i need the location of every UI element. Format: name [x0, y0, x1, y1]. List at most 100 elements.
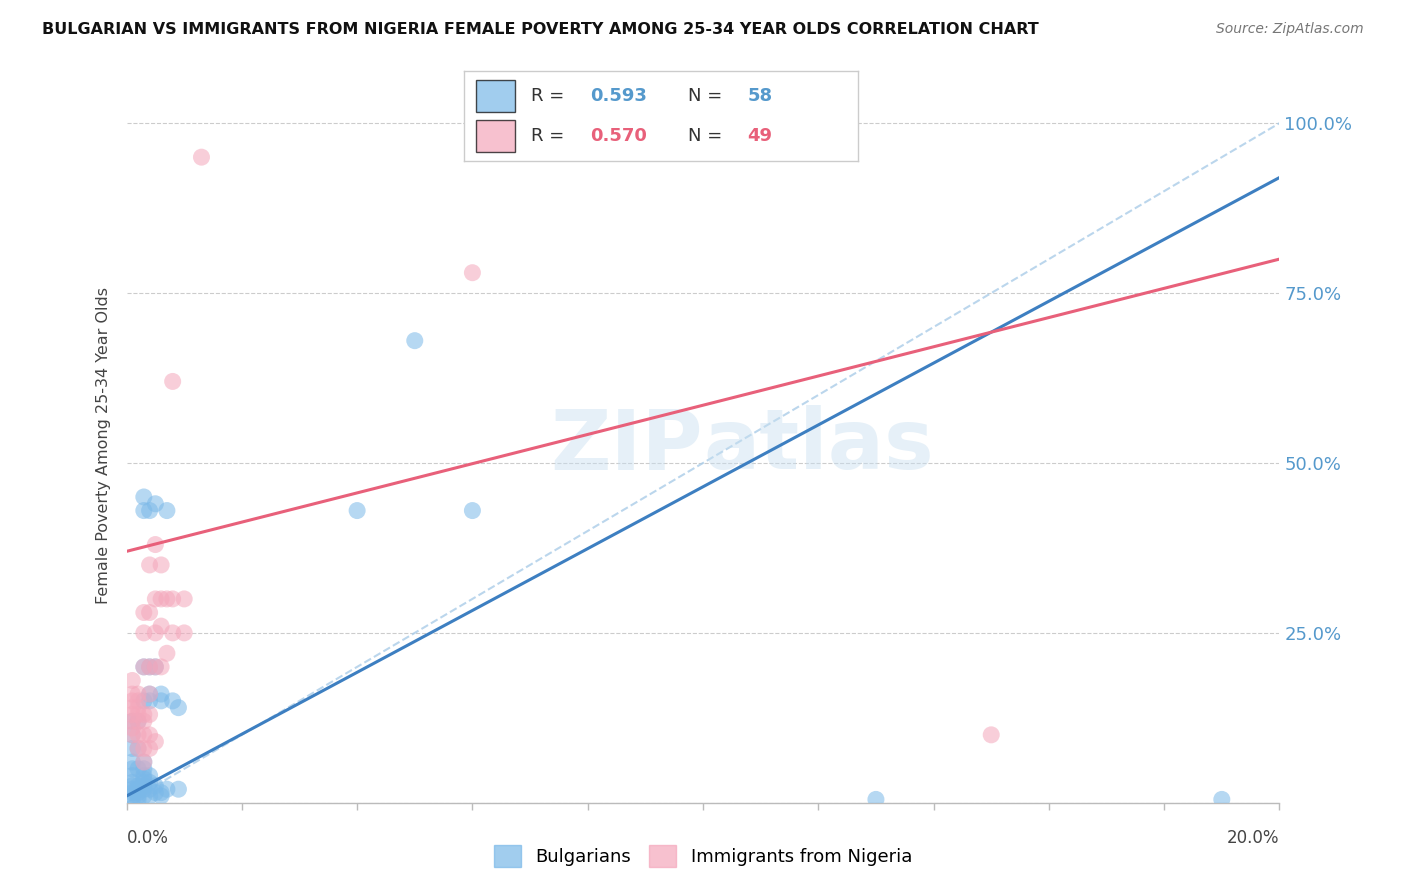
Point — [121, 714, 143, 729]
Point — [167, 782, 190, 797]
Point — [162, 375, 184, 389]
Point — [132, 660, 155, 674]
Point — [156, 591, 179, 606]
Point — [121, 687, 143, 701]
Point — [127, 741, 149, 756]
Point — [121, 707, 143, 722]
Point — [138, 741, 160, 756]
Point — [150, 786, 173, 800]
Point — [138, 558, 160, 572]
Point — [138, 694, 160, 708]
Point — [121, 728, 143, 742]
Point — [145, 537, 166, 551]
Point — [121, 694, 143, 708]
Point — [127, 792, 149, 806]
Point — [132, 755, 155, 769]
Point — [127, 779, 149, 793]
Point — [121, 741, 143, 756]
Text: N =: N = — [689, 87, 728, 105]
Point — [138, 789, 160, 803]
Point — [127, 707, 149, 722]
Point — [461, 503, 484, 517]
Text: 0.570: 0.570 — [591, 127, 647, 145]
Point — [145, 786, 166, 800]
Point — [132, 755, 155, 769]
Point — [127, 786, 149, 800]
Point — [190, 150, 212, 164]
Point — [132, 789, 155, 803]
Point — [132, 779, 155, 793]
Point — [121, 700, 143, 714]
Point — [138, 782, 160, 797]
Text: 0.593: 0.593 — [591, 87, 647, 105]
Point — [121, 792, 143, 806]
Text: ZIP: ZIP — [551, 406, 703, 486]
Legend: Bulgarians, Immigrants from Nigeria: Bulgarians, Immigrants from Nigeria — [486, 838, 920, 874]
Point — [150, 619, 173, 633]
Point — [145, 626, 166, 640]
FancyBboxPatch shape — [475, 80, 515, 112]
Point — [138, 707, 160, 722]
Point — [138, 660, 160, 674]
Point — [121, 755, 143, 769]
Point — [127, 728, 149, 742]
Point — [138, 775, 160, 789]
Point — [121, 721, 143, 735]
Text: 0.0%: 0.0% — [127, 829, 169, 847]
Point — [173, 591, 195, 606]
Text: R =: R = — [531, 87, 569, 105]
Point — [138, 728, 160, 742]
Point — [150, 687, 173, 701]
Point — [156, 646, 179, 660]
Y-axis label: Female Poverty Among 25-34 Year Olds: Female Poverty Among 25-34 Year Olds — [96, 287, 111, 605]
Point — [121, 789, 143, 803]
Point — [127, 714, 149, 729]
Point — [127, 700, 149, 714]
Text: R =: R = — [531, 127, 569, 145]
FancyBboxPatch shape — [475, 120, 515, 152]
Point — [156, 503, 179, 517]
Point — [132, 626, 155, 640]
Point — [865, 792, 887, 806]
Point — [132, 660, 155, 674]
Point — [145, 779, 166, 793]
Point — [145, 660, 166, 674]
Point — [121, 728, 143, 742]
Point — [162, 694, 184, 708]
Point — [150, 558, 173, 572]
Point — [145, 660, 166, 674]
Point — [461, 266, 484, 280]
Point — [127, 714, 149, 729]
Text: BULGARIAN VS IMMIGRANTS FROM NIGERIA FEMALE POVERTY AMONG 25-34 YEAR OLDS CORREL: BULGARIAN VS IMMIGRANTS FROM NIGERIA FEM… — [42, 22, 1039, 37]
Point — [121, 769, 143, 783]
Point — [145, 497, 166, 511]
Point — [138, 606, 160, 620]
Text: N =: N = — [689, 127, 728, 145]
Point — [150, 660, 173, 674]
Point — [127, 694, 149, 708]
Point — [121, 786, 143, 800]
Point — [132, 741, 155, 756]
Point — [121, 782, 143, 797]
Point — [127, 762, 149, 776]
Point — [127, 687, 149, 701]
Point — [132, 775, 155, 789]
Point — [346, 503, 368, 517]
Point — [127, 789, 149, 803]
Text: 58: 58 — [748, 87, 772, 105]
Point — [162, 626, 184, 640]
Point — [132, 769, 155, 783]
Point — [1211, 792, 1233, 806]
Point — [138, 687, 160, 701]
Point — [132, 772, 155, 786]
Point — [138, 687, 160, 701]
Point — [132, 707, 155, 722]
Text: 20.0%: 20.0% — [1227, 829, 1279, 847]
Point — [132, 694, 155, 708]
Point — [404, 334, 426, 348]
Point — [127, 782, 149, 797]
Point — [150, 789, 173, 803]
Point — [121, 779, 143, 793]
Point — [162, 591, 184, 606]
Point — [121, 775, 143, 789]
